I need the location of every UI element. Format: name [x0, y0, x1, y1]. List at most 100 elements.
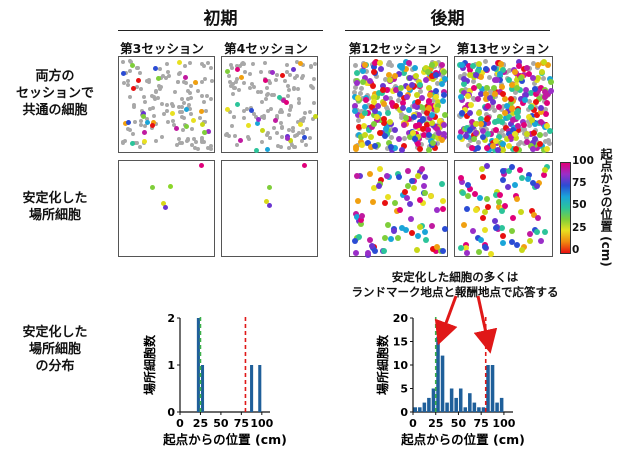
place-cell [367, 236, 374, 243]
place-cell [421, 190, 428, 197]
place-cell [493, 224, 500, 231]
place-cell [365, 139, 372, 146]
place-cell [357, 216, 364, 223]
background-cell [259, 99, 264, 104]
place-cell [457, 133, 464, 140]
place-cell [389, 103, 396, 110]
background-cell [512, 89, 518, 95]
place-cell [410, 129, 417, 136]
place-cell [433, 206, 440, 213]
background-cell [259, 70, 264, 75]
background-cell [209, 96, 214, 101]
place-cell [362, 96, 369, 103]
background-cell [127, 127, 132, 132]
background-cell [266, 92, 271, 97]
place-cell [526, 231, 533, 238]
row-label-distribution: 安定化した 場所細胞 の分布 [0, 324, 110, 375]
place-cell [535, 88, 542, 95]
background-cell [209, 65, 214, 70]
place-cell [497, 71, 504, 78]
place-cell [433, 87, 440, 94]
background-cell [524, 134, 530, 140]
row-label-line: の分布 [35, 359, 75, 374]
background-cell [235, 143, 240, 148]
place-cell [494, 147, 501, 154]
background-cell [165, 120, 170, 125]
background-cell [185, 96, 190, 101]
place-cell [245, 122, 251, 128]
histogram-bar [499, 397, 504, 412]
place-cell [545, 61, 552, 68]
place-cell [362, 103, 369, 110]
place-cell [290, 66, 296, 72]
place-cell [276, 95, 282, 101]
place-cell [402, 115, 409, 122]
background-cell [147, 107, 152, 112]
background-cell [374, 73, 380, 79]
place-cell [530, 107, 537, 114]
place-cell [484, 203, 491, 210]
place-cell [373, 113, 380, 120]
place-cell [499, 84, 506, 91]
background-cell [126, 83, 131, 88]
place-cell [470, 62, 476, 69]
place-cell [416, 118, 423, 125]
place-cell [370, 69, 377, 76]
background-cell [359, 85, 365, 91]
place-cell [543, 122, 550, 129]
background-cell [229, 66, 234, 71]
place-cell [415, 141, 421, 148]
y-tick-label: 20 [393, 312, 409, 325]
place-cell [482, 91, 489, 98]
background-cell [170, 104, 175, 109]
background-cell [290, 142, 295, 147]
place-cell [425, 146, 432, 153]
map-stable-session-4 [221, 160, 318, 257]
background-cell [275, 131, 280, 136]
stable-cells-annotation: 安定化した細胞の多くは ランドマーク地点と報酬地点で応答する [335, 270, 575, 300]
place-cell [514, 195, 521, 202]
background-cell [206, 145, 211, 150]
background-cell [542, 107, 548, 113]
place-cell [357, 220, 364, 227]
place-cell [376, 110, 383, 117]
place-cell [375, 182, 382, 189]
place-cell [524, 175, 531, 182]
histogram-bar [449, 388, 454, 412]
histogram-bar [454, 397, 458, 412]
background-cell [293, 75, 298, 80]
place-cell [460, 76, 467, 83]
place-cell [492, 138, 499, 145]
stable-place-cell [199, 162, 205, 168]
x-tick-label: 0 [176, 417, 184, 430]
place-cell [537, 238, 544, 245]
background-cell [145, 116, 150, 121]
background-cell [289, 104, 294, 109]
background-cell [227, 79, 232, 84]
place-cell [543, 111, 550, 118]
place-cell [460, 190, 467, 197]
background-cell [501, 103, 507, 109]
place-cell [385, 71, 392, 78]
place-cell [403, 195, 410, 202]
background-cell [258, 89, 263, 94]
place-cell [379, 83, 386, 90]
background-cell [275, 143, 280, 148]
place-cell [500, 240, 507, 247]
background-cell [146, 79, 151, 84]
place-cell [535, 75, 542, 82]
place-cell [361, 62, 368, 69]
place-cell [399, 99, 406, 106]
place-cell [370, 198, 377, 205]
place-cell [429, 246, 436, 253]
place-cell [467, 67, 474, 74]
place-cell [531, 212, 538, 219]
background-cell [296, 131, 301, 136]
background-cell [263, 97, 268, 102]
place-cell [500, 233, 507, 240]
background-cell [154, 122, 159, 126]
place-cell [429, 111, 436, 118]
background-cell [533, 104, 539, 110]
background-cell [163, 75, 168, 80]
place-cell [372, 60, 379, 67]
